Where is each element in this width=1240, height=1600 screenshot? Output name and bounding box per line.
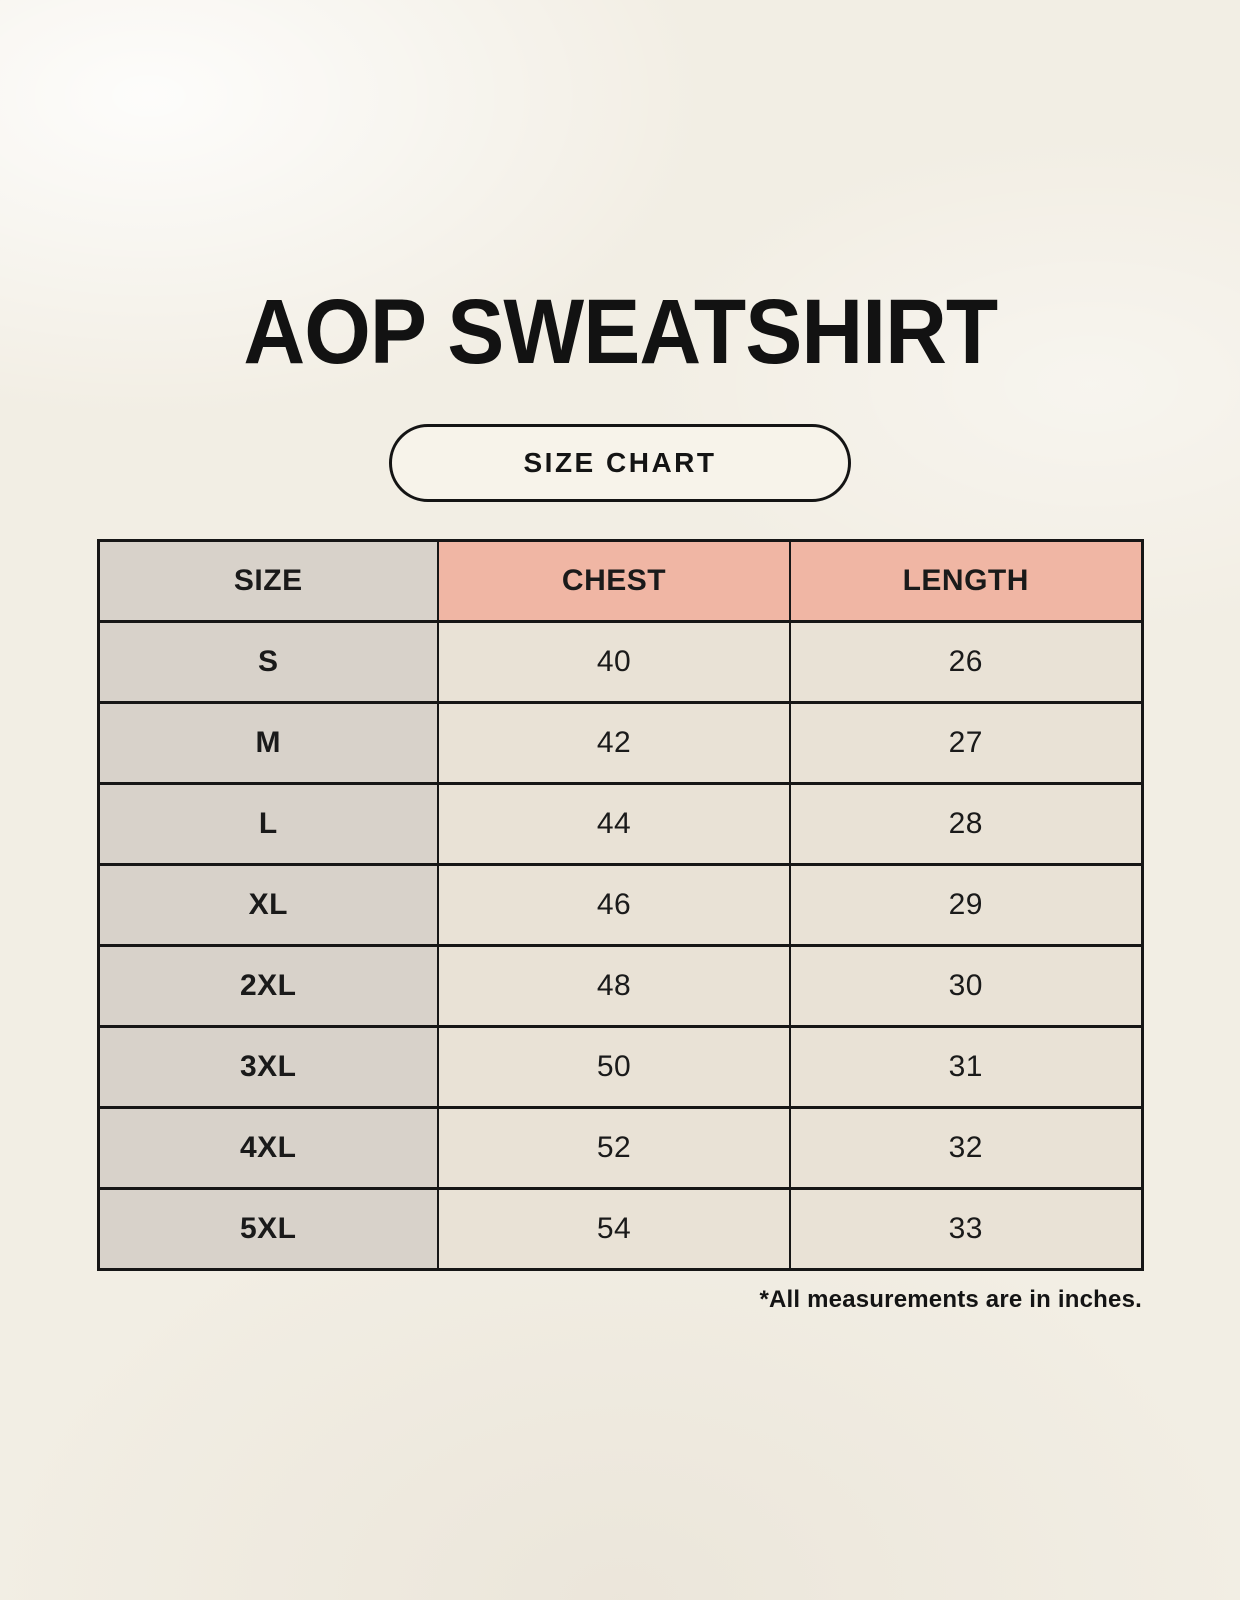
chest-cell: 54 <box>437 1187 791 1271</box>
header-cell-length: LENGTH <box>789 539 1143 623</box>
length-cell: 32 <box>789 1106 1143 1190</box>
length-cell: 29 <box>789 863 1143 947</box>
length-cell: 28 <box>789 782 1143 866</box>
length-cell: 31 <box>789 1025 1143 1109</box>
table-row: 4XL 52 32 <box>97 1106 1143 1190</box>
size-chart-badge: SIZE CHART <box>389 424 851 502</box>
size-cell: 3XL <box>97 1025 439 1109</box>
length-cell: 33 <box>789 1187 1143 1271</box>
table-row: L 44 28 <box>97 782 1143 866</box>
table-row: 2XL 48 30 <box>97 944 1143 1028</box>
size-chart-badge-label: SIZE CHART <box>523 447 717 478</box>
table-row: M 42 27 <box>97 701 1143 785</box>
length-cell: 27 <box>789 701 1143 785</box>
table-row: 3XL 50 31 <box>97 1025 1143 1109</box>
size-chart-table: SIZE CHEST LENGTH S 40 26 M 42 27 L 44 2… <box>96 539 1144 1271</box>
header-cell-size: SIZE <box>97 539 439 623</box>
chest-cell: 42 <box>437 701 791 785</box>
table-header-row: SIZE CHEST LENGTH <box>97 539 1143 623</box>
title-wrap: AOP SWEATSHIRT <box>0 0 1240 378</box>
chest-cell: 50 <box>437 1025 791 1109</box>
size-cell: XL <box>97 863 439 947</box>
chest-cell: 44 <box>437 782 791 866</box>
size-cell: M <box>97 701 439 785</box>
measurements-footnote: *All measurements are in inches. <box>759 1286 1142 1313</box>
length-cell: 26 <box>789 620 1143 704</box>
chest-cell: 52 <box>437 1106 791 1190</box>
length-cell: 30 <box>789 944 1143 1028</box>
chest-cell: 46 <box>437 863 791 947</box>
table-row: S 40 26 <box>97 620 1143 704</box>
chest-cell: 48 <box>437 944 791 1028</box>
size-cell: 2XL <box>97 944 439 1028</box>
size-cell: S <box>97 620 439 704</box>
table-row: XL 46 29 <box>97 863 1143 947</box>
size-cell: 4XL <box>97 1106 439 1190</box>
size-cell: 5XL <box>97 1187 439 1271</box>
size-cell: L <box>97 782 439 866</box>
chest-cell: 40 <box>437 620 791 704</box>
header-cell-chest: CHEST <box>437 539 791 623</box>
table-row: 5XL 54 33 <box>97 1187 1143 1271</box>
page-title: AOP SWEATSHIRT <box>243 281 998 383</box>
